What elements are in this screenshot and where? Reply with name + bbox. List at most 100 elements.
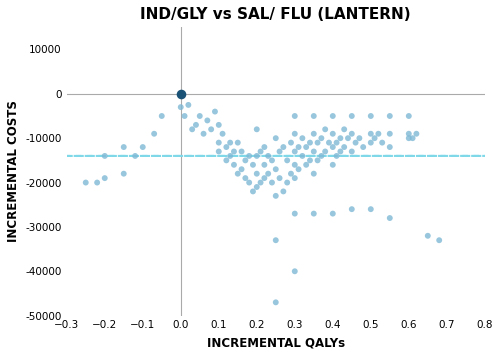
Point xyxy=(272,135,280,141)
Point xyxy=(367,113,375,119)
Point xyxy=(367,206,375,212)
Point xyxy=(348,149,356,155)
Point xyxy=(294,166,302,172)
Point xyxy=(192,122,200,128)
Point xyxy=(367,140,375,146)
Point xyxy=(287,140,295,146)
Point xyxy=(260,162,268,168)
Point xyxy=(245,180,253,185)
Point xyxy=(291,268,299,274)
Point xyxy=(378,140,386,146)
Point xyxy=(340,144,348,150)
Point xyxy=(215,122,223,128)
Point xyxy=(298,135,306,141)
Point xyxy=(370,135,378,141)
Point xyxy=(100,175,108,181)
Point xyxy=(242,157,250,163)
Point xyxy=(352,140,360,146)
Point xyxy=(336,135,344,141)
Point xyxy=(321,126,329,132)
Point xyxy=(177,104,185,110)
Point xyxy=(306,157,314,163)
Point xyxy=(158,113,166,119)
Point xyxy=(310,113,318,119)
Point xyxy=(306,140,314,146)
Point xyxy=(260,144,268,150)
Point xyxy=(336,149,344,155)
Point xyxy=(314,140,322,146)
Point xyxy=(386,131,394,137)
Point xyxy=(238,149,246,155)
Point xyxy=(177,91,185,97)
Point xyxy=(276,175,283,181)
Point xyxy=(131,153,139,159)
Point xyxy=(211,109,219,114)
Point xyxy=(226,140,234,146)
Point xyxy=(348,131,356,137)
Point xyxy=(215,140,223,146)
Point xyxy=(268,157,276,163)
Point xyxy=(264,153,272,159)
Point xyxy=(291,211,299,216)
Point xyxy=(226,153,234,159)
Point xyxy=(253,126,261,132)
Point xyxy=(408,135,416,141)
Point xyxy=(329,211,337,216)
Point xyxy=(310,211,318,216)
Point xyxy=(386,144,394,150)
Point xyxy=(234,140,242,146)
Point xyxy=(120,171,128,177)
Point xyxy=(242,175,250,181)
Point xyxy=(329,113,337,119)
Point xyxy=(93,180,101,185)
Point xyxy=(238,166,246,172)
Point xyxy=(230,149,238,155)
Point xyxy=(405,131,413,137)
Point xyxy=(268,180,276,185)
Point xyxy=(222,144,230,150)
Point xyxy=(230,162,238,168)
Point xyxy=(207,126,215,132)
Point xyxy=(120,144,128,150)
Point xyxy=(264,171,272,177)
Point xyxy=(234,171,242,177)
Point xyxy=(318,153,326,159)
Point xyxy=(253,153,261,159)
Point xyxy=(280,189,287,194)
Point xyxy=(272,166,280,172)
Point xyxy=(253,171,261,177)
Point xyxy=(100,153,108,159)
Point xyxy=(260,175,268,181)
Point xyxy=(329,162,337,168)
Point xyxy=(200,131,207,137)
Point xyxy=(82,180,90,185)
Point xyxy=(310,149,318,155)
Point xyxy=(253,184,261,190)
Title: IND/GLY vs SAL/ FLU (LANTERN): IND/GLY vs SAL/ FLU (LANTERN) xyxy=(140,7,411,22)
Point xyxy=(272,299,280,305)
Point xyxy=(310,131,318,137)
Point xyxy=(318,135,326,141)
Point xyxy=(249,189,257,194)
Point xyxy=(245,153,253,159)
X-axis label: INCREMENTAL QALYs: INCREMENTAL QALYs xyxy=(206,336,345,349)
Point xyxy=(276,149,283,155)
Point xyxy=(329,131,337,137)
Point xyxy=(215,149,223,155)
Point xyxy=(325,140,333,146)
Point xyxy=(184,102,192,108)
Point xyxy=(332,140,340,146)
Point xyxy=(374,131,382,137)
Point xyxy=(367,131,375,137)
Point xyxy=(302,144,310,150)
Point xyxy=(291,175,299,181)
Point xyxy=(344,135,352,141)
Point xyxy=(138,144,146,150)
Point xyxy=(256,149,264,155)
Point xyxy=(386,113,394,119)
Point xyxy=(294,144,302,150)
Point xyxy=(310,171,318,177)
Point xyxy=(348,206,356,212)
Point xyxy=(150,131,158,137)
Point xyxy=(321,149,329,155)
